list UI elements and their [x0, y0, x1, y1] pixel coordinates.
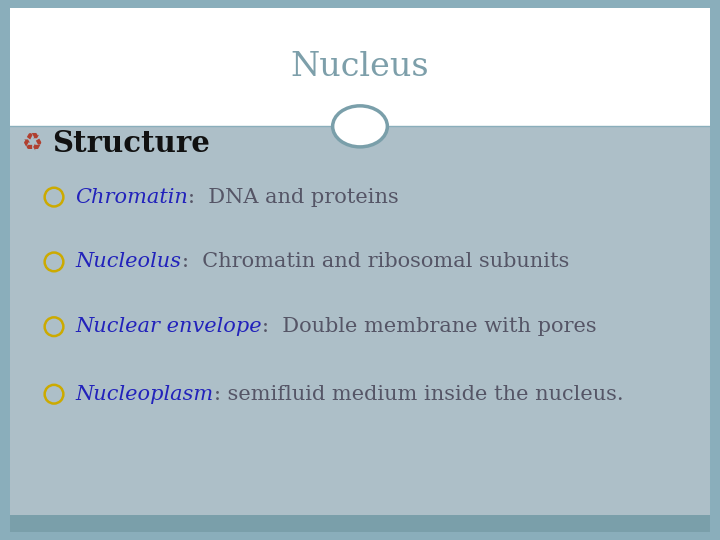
Text: Chromatin: Chromatin [76, 187, 189, 207]
Text: Structure: Structure [52, 129, 210, 158]
Text: :  Double membrane with pores: : Double membrane with pores [262, 317, 597, 336]
Text: Nucleus: Nucleus [291, 51, 429, 83]
Bar [10, 515, 710, 532]
Bar [10, 8, 710, 126]
Text: : semifluid medium inside the nucleus.: : semifluid medium inside the nucleus. [214, 384, 624, 404]
Circle shape [333, 106, 387, 147]
Text: :  Chromatin and ribosomal subunits: : Chromatin and ribosomal subunits [181, 252, 569, 272]
Text: Nuclear envelope: Nuclear envelope [76, 317, 262, 336]
Text: Nucleolus: Nucleolus [76, 252, 181, 272]
Text: ♻: ♻ [22, 131, 42, 155]
Bar [10, 126, 710, 515]
Text: Nucleoplasm: Nucleoplasm [76, 384, 214, 404]
Text: :  DNA and proteins: : DNA and proteins [189, 187, 399, 207]
